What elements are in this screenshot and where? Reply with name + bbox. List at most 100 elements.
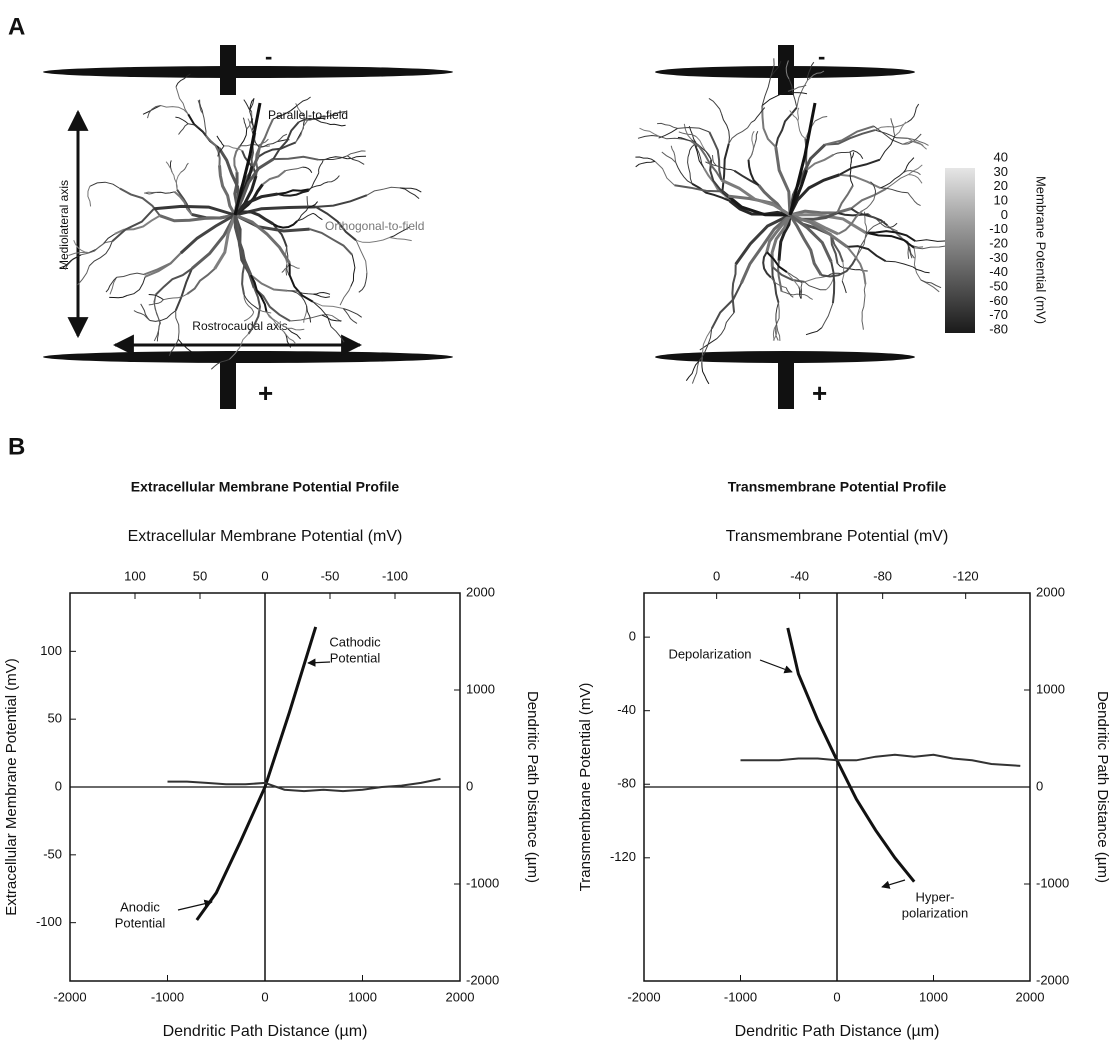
dendrite [197, 100, 204, 114]
dendrite [163, 293, 188, 301]
colorbar-tick-label: -60 [989, 293, 1008, 308]
dendrite [216, 135, 225, 147]
dendrite [654, 161, 675, 186]
dendrite [350, 254, 356, 287]
dendrite [389, 226, 410, 238]
dendrite [856, 230, 868, 257]
dendrite [287, 327, 305, 331]
dendrite [277, 189, 309, 197]
dendrite [797, 107, 800, 121]
dendrite [234, 213, 291, 265]
colorbar-tick-label: 0 [1001, 207, 1008, 222]
data-line [740, 753, 1021, 767]
dendrite [80, 240, 113, 256]
dendrite [296, 207, 309, 222]
dendrite [133, 310, 151, 321]
dendrite [868, 213, 886, 228]
dendrite [175, 310, 180, 340]
dendrite [728, 122, 752, 144]
dendrite [658, 135, 692, 142]
y-axis-label: Extracellular Membrane Potential (mV) [3, 658, 20, 916]
dendrite [693, 143, 705, 169]
dendrite [272, 220, 298, 229]
annotation-arrow [759, 659, 793, 674]
dendrite [830, 234, 839, 264]
dendrite [297, 212, 314, 222]
colorbar-tick-label: -20 [989, 235, 1008, 250]
dendrite [177, 338, 193, 353]
dendrite [804, 281, 827, 291]
dendrite [908, 174, 923, 184]
dendrite [691, 139, 712, 160]
dendrite [213, 214, 237, 270]
dendrite [787, 90, 808, 95]
dendrite [635, 156, 656, 162]
dendrite [913, 247, 922, 281]
dendrite [880, 187, 908, 194]
dendrite [174, 268, 193, 311]
annotation-arrow [307, 658, 331, 667]
top-axis-label: Transmembrane Potential (mV) [726, 528, 949, 545]
dendrite [733, 169, 760, 187]
dendrite [258, 138, 269, 146]
neuron [62, 73, 422, 370]
dendrite [712, 155, 717, 167]
polarity-label: + [258, 378, 273, 408]
y2-tick-label: 1000 [1036, 681, 1065, 696]
dendrite [308, 172, 320, 192]
axis-label: Rostrocaudal axis [192, 319, 287, 333]
dendrite [750, 107, 766, 123]
dendrite [327, 111, 346, 117]
dendrite [798, 286, 802, 299]
dendrite [250, 274, 288, 292]
dendrite [821, 256, 858, 278]
dendrite [868, 220, 886, 231]
colorbar [945, 168, 975, 333]
y-axis-label: Transmembrane Potential (mV) [577, 683, 594, 892]
dendrite [171, 171, 178, 190]
dendrite [920, 279, 942, 289]
dendrite [776, 325, 781, 341]
dendrite [850, 207, 889, 227]
dendrite [399, 187, 422, 193]
dendrite [312, 212, 323, 221]
dendrite [308, 181, 329, 190]
dendrite [399, 187, 420, 199]
dendrite [159, 213, 236, 223]
dendrite [143, 252, 182, 276]
dendrite [233, 214, 247, 264]
chart-title: Extracellular Membrane Potential Profile [131, 479, 400, 495]
dendrite [342, 308, 358, 324]
x-tick-label: -2000 [627, 989, 660, 1004]
y-tick-label: -120 [610, 849, 636, 864]
dendrite [708, 131, 723, 181]
dendrite [234, 210, 274, 226]
dendrite [837, 210, 863, 235]
y2-tick-label: 0 [1036, 778, 1043, 793]
charts: Extracellular Membrane Potential Profile… [3, 479, 1111, 1041]
dendrite [637, 134, 659, 139]
dendrite [295, 96, 311, 107]
dendrite [204, 135, 221, 166]
dendrite [861, 284, 866, 312]
dendrite [140, 303, 151, 321]
dendrite [879, 135, 896, 160]
dendrite [188, 123, 207, 136]
dendrite [690, 140, 723, 181]
y2-tick-label: -1000 [1036, 875, 1069, 890]
dendrite [160, 105, 189, 115]
dendrite [89, 181, 121, 189]
dendrite [774, 106, 798, 148]
neuron [635, 58, 971, 385]
dendrite [885, 174, 909, 190]
dendrite [175, 116, 189, 125]
dendrite [295, 119, 309, 143]
dendrite [740, 213, 791, 284]
dendrite [303, 305, 308, 323]
dendrite [797, 120, 806, 140]
dendrite [701, 362, 710, 385]
dendrite [836, 184, 854, 214]
dendrite [109, 295, 128, 299]
dendrite [821, 303, 834, 328]
